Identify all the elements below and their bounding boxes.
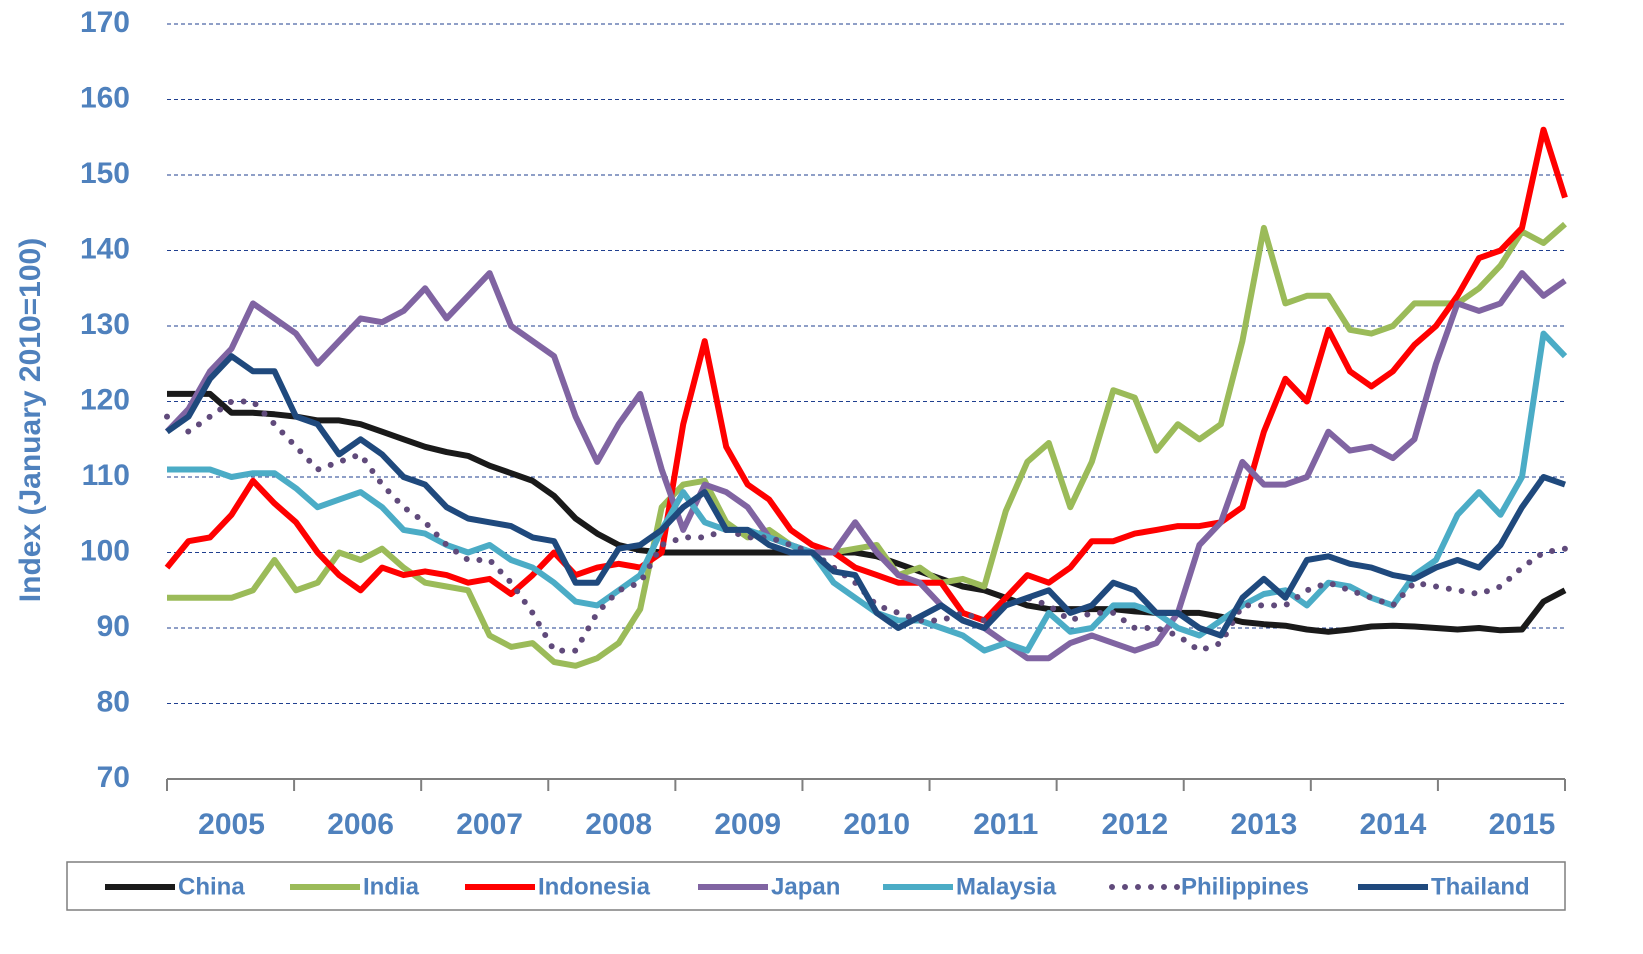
- x-tick-label: 2014: [1360, 808, 1427, 841]
- series-line: [167, 390, 1567, 635]
- series-line: [164, 270, 1567, 662]
- series-line: [167, 221, 1567, 669]
- y-tick-label: 160: [80, 81, 130, 114]
- legend-label: Thailand: [1431, 873, 1530, 900]
- legend-label: Malaysia: [956, 873, 1057, 900]
- x-tick-label: 2011: [973, 808, 1038, 841]
- legend-label: Japan: [771, 873, 840, 900]
- x-tick-label: 2013: [1231, 808, 1298, 841]
- series-line: [165, 353, 1566, 639]
- y-tick-label: 120: [80, 383, 130, 416]
- x-tick-label: 2015: [1489, 808, 1556, 841]
- y-tick-label: 140: [80, 232, 130, 265]
- x-tick-label: 2010: [843, 808, 910, 841]
- y-tick-label: 150: [80, 157, 130, 190]
- y-tick-label: 100: [80, 534, 130, 567]
- x-tick-label: 2009: [714, 808, 781, 841]
- y-tick-label: 90: [97, 610, 130, 643]
- legend-label: Philippines: [1181, 873, 1309, 900]
- x-tick-label: 2006: [327, 808, 394, 841]
- y-tick-label: 130: [80, 308, 130, 341]
- series-line: [167, 330, 1568, 654]
- x-tick-label: 2008: [585, 808, 652, 841]
- x-tick-label: 2012: [1101, 808, 1168, 841]
- x-tick-label: 2007: [456, 808, 523, 841]
- legend-label: India: [363, 873, 420, 900]
- y-tick-label: 110: [82, 459, 130, 492]
- y-axis-label: Index (January 2010=100): [14, 238, 47, 602]
- series-line: [164, 398, 1568, 654]
- legend-label: Indonesia: [538, 873, 651, 900]
- y-tick-label: 80: [97, 685, 130, 718]
- legend-label: China: [178, 873, 245, 900]
- y-tick-label: 70: [97, 761, 130, 794]
- y-tick-label: 170: [80, 6, 130, 39]
- series-line: [164, 126, 1568, 624]
- legend-box: [66, 861, 1566, 911]
- x-tick-label: 2005: [198, 808, 265, 841]
